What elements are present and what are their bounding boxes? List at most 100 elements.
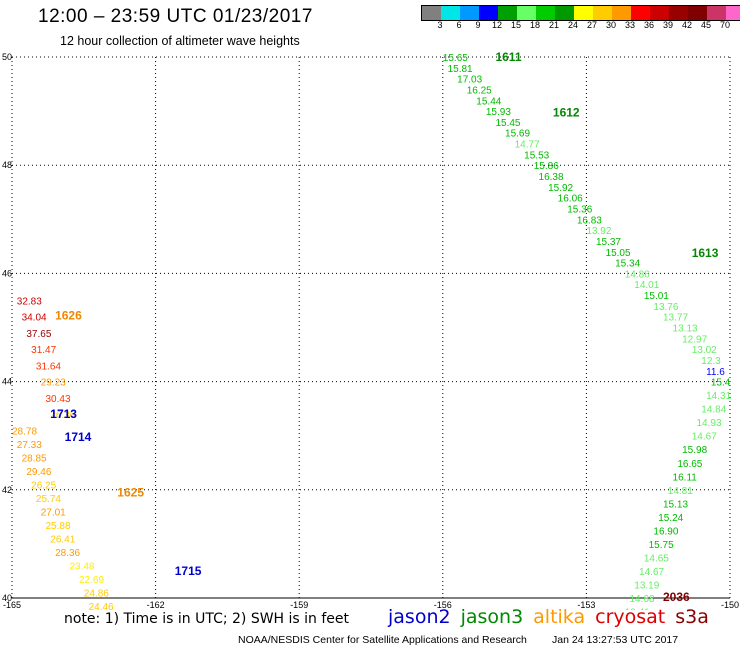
- legend-swatch: [441, 6, 460, 20]
- wave-height-value: 16.38: [539, 172, 564, 183]
- track-time-label: 1611: [495, 50, 521, 64]
- color-legend-bar: [421, 5, 740, 21]
- y-tick-label: 48: [2, 160, 12, 170]
- wave-height-value: 28.85: [22, 453, 47, 464]
- wave-height-value: 24.86: [84, 589, 109, 600]
- legend-swatch: [631, 6, 650, 20]
- footer-note: note: 1) Time is in UTC; 2) SWH is in fe…: [64, 611, 350, 627]
- legend-label: 15: [510, 20, 522, 30]
- wave-height-value: 16.11: [673, 472, 698, 483]
- legend-swatch: [479, 6, 498, 20]
- x-tick-label: -156: [434, 600, 452, 610]
- legend-swatch: [498, 6, 517, 20]
- wave-height-value: 34.04: [22, 313, 47, 324]
- legend-label: 33: [624, 20, 636, 30]
- x-tick-label: -159: [290, 600, 308, 610]
- wave-height-value: 26.41: [50, 534, 75, 545]
- wave-height-value: 15.01: [644, 291, 669, 302]
- wave-height-value: 14.84: [701, 405, 726, 416]
- wave-height-value: 14.93: [696, 418, 721, 429]
- satellite-name-altika: altika: [533, 606, 586, 628]
- legend-label: 12: [491, 20, 503, 30]
- wave-height-value: 14.68: [629, 594, 654, 605]
- wave-height-value: 28.78: [12, 426, 37, 437]
- track-time-label: 1612: [553, 106, 580, 120]
- legend-label: 18: [529, 20, 541, 30]
- wave-height-value: 15.05: [606, 248, 631, 259]
- wave-height-value: 15.98: [682, 445, 707, 456]
- wave-height-value: 27.33: [17, 440, 42, 451]
- y-tick-label: 42: [2, 485, 12, 495]
- track-time-label: 1714: [65, 430, 92, 444]
- satellite-name-cryosat: cryosat: [595, 606, 666, 628]
- page-subtitle: 12 hour collection of altimeter wave hei…: [60, 34, 300, 48]
- legend-label: 70: [719, 20, 731, 30]
- legend-swatch: [726, 6, 740, 20]
- wave-height-value: 17.03: [457, 75, 482, 86]
- wave-height-value: 14.67: [639, 567, 664, 578]
- legend-label: 42: [681, 20, 693, 30]
- wave-height-value: 15.53: [524, 150, 549, 161]
- wave-height-value: 14.31: [706, 391, 731, 402]
- wave-height-value: 15.75: [649, 540, 674, 551]
- legend-label: 30: [605, 20, 617, 30]
- wave-height-value: 15.69: [505, 129, 530, 140]
- satellite-name-jason3: jason3: [460, 606, 524, 628]
- wave-height-value: 13.02: [692, 345, 717, 356]
- legend-swatch: [555, 6, 574, 20]
- wave-height-value: 13.13: [673, 324, 698, 335]
- track-time-labels: 16111612161316261713171416251715203620: [50, 50, 718, 604]
- wave-height-value: 12.3: [701, 356, 721, 367]
- legend-label: 6: [456, 20, 462, 30]
- wave-height-value: 11.6: [706, 367, 725, 378]
- wave-height-value: 13.76: [653, 302, 678, 313]
- wave-height-value: 37.65: [26, 329, 51, 340]
- wave-height-value: 32.83: [17, 296, 42, 307]
- wave-height-value: 26.25: [31, 480, 56, 491]
- wave-height-value: 14.77: [515, 140, 540, 151]
- wave-height-value: 16.65: [677, 459, 702, 470]
- legend-label: 21: [548, 20, 560, 30]
- wave-height-value: 26.36: [50, 410, 75, 421]
- wave-height-value: 16.90: [653, 526, 678, 537]
- x-tick-label: -165: [3, 600, 21, 610]
- wave-height-value: 13.77: [663, 313, 688, 324]
- track-time-label: 1713: [50, 407, 77, 421]
- legend-label: 24: [567, 20, 579, 30]
- wave-height-value: 15.93: [486, 107, 511, 118]
- y-tick-label: 44: [2, 377, 12, 387]
- wave-height-value: 24.46: [89, 602, 114, 610]
- legend-swatch: [593, 6, 612, 20]
- wave-height-value: 25.74: [36, 494, 61, 505]
- wave-height-value: 15.45: [495, 118, 520, 129]
- credit-line: NOAA/NESDIS Center for Satellite Applica…: [238, 634, 527, 646]
- y-tick-label: 40: [2, 593, 12, 603]
- wave-height-value: 12.97: [682, 334, 707, 345]
- legend-label: 45: [700, 20, 712, 30]
- wave-height-value: 15.13: [663, 499, 688, 510]
- wave-height-value: 15.4: [711, 378, 731, 389]
- y-tick-label: 50: [2, 52, 12, 62]
- legend-swatch: [650, 6, 669, 20]
- legend-swatch: [422, 6, 441, 20]
- track-time-label: 1626: [55, 309, 82, 323]
- wave-height-value: 30.43: [46, 394, 71, 405]
- wave-height-value: 22.69: [79, 575, 104, 586]
- legend-swatch: [669, 6, 688, 20]
- legend-swatch: [707, 6, 726, 20]
- wave-height-value: 13.41: [625, 608, 650, 610]
- wave-height-value: 14.81: [668, 486, 693, 497]
- legend-label: 39: [662, 20, 674, 30]
- satellite-legend: jason2 jason3 altika cryosat s3a: [388, 606, 719, 628]
- wave-height-value: 14.86: [625, 269, 650, 280]
- wave-height-value: 23.48: [69, 562, 94, 573]
- wave-height-value: 16.25: [467, 85, 492, 96]
- wave-height-value: 15.36: [567, 204, 592, 215]
- legend-label: 9: [475, 20, 481, 30]
- page-title: 12:00 – 23:59 UTC 01/23/2017: [38, 6, 313, 27]
- legend-swatch: [612, 6, 631, 20]
- axis-tick-labels: -165 -162 -159 -156 -153 -150 50 48 46 44 42 40: [2, 52, 739, 610]
- wave-height-value: 28.36: [55, 548, 80, 559]
- wave-height-value: 14.01: [634, 280, 659, 291]
- wave-height-value: 15.44: [476, 96, 501, 107]
